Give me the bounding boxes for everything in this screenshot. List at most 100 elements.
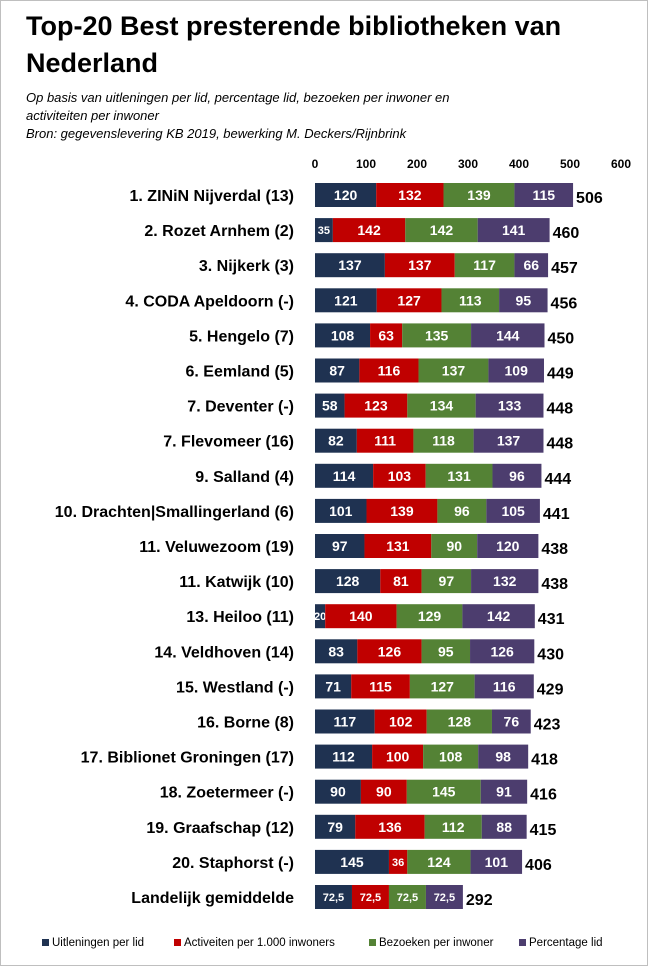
- data-label: 79: [327, 819, 343, 835]
- data-label: 81: [393, 573, 409, 589]
- category-label: 5. Hengelo (7): [189, 328, 294, 345]
- data-label: 126: [490, 643, 514, 659]
- category-label: 17. Biblionet Groningen (17): [81, 750, 294, 767]
- data-label: 128: [448, 714, 472, 730]
- bar-segment: [384, 253, 455, 278]
- bar-segment: [332, 218, 406, 243]
- total-label: 448: [546, 436, 573, 453]
- total-label: 431: [538, 611, 565, 628]
- category-label: 10. Drachten|Smallingerland (6): [55, 504, 294, 521]
- data-label: 72,5: [397, 892, 418, 904]
- data-label: 72,5: [434, 892, 455, 904]
- bar-segment: [424, 814, 482, 839]
- data-label: 140: [349, 608, 373, 624]
- legend-swatch: [42, 939, 49, 946]
- bar-segment: [421, 639, 471, 664]
- data-label: 123: [364, 398, 388, 414]
- bar-segment: [514, 253, 549, 278]
- data-label: 139: [390, 503, 414, 519]
- bar-segment: [480, 779, 528, 804]
- data-label: 118: [432, 433, 455, 449]
- bar-segment: [356, 428, 414, 453]
- data-label: 90: [330, 784, 346, 800]
- category-label: 2. Rozet Arnhem (2): [144, 223, 294, 240]
- data-label: 87: [329, 363, 345, 379]
- bar-segment: [315, 639, 358, 664]
- bar-segment: [315, 428, 357, 453]
- data-label: 144: [496, 327, 520, 343]
- bar-segment: [315, 709, 375, 734]
- bar-segment: [315, 885, 352, 909]
- total-label: 457: [551, 260, 578, 277]
- bar-segment: [407, 849, 471, 874]
- data-label: 114: [333, 468, 356, 484]
- bar-segment: [355, 814, 425, 839]
- bar-segment: [488, 358, 544, 383]
- data-label: 72,5: [360, 892, 381, 904]
- subtitle-line-2: activiteiten per inwoner: [26, 108, 159, 123]
- data-label: 120: [496, 538, 520, 554]
- subtitle-line-1: Op basis van uitleningen per lid, percen…: [26, 90, 450, 105]
- bar-segment: [366, 498, 438, 523]
- bar-segment: [351, 674, 410, 699]
- data-label: 142: [357, 222, 381, 238]
- bar-segment: [477, 534, 539, 558]
- data-label: 121: [334, 292, 358, 308]
- bar-segment: [380, 569, 422, 594]
- bar-segment: [425, 885, 463, 909]
- category-label: 20. Staphorst (-): [172, 855, 294, 872]
- bar-segment: [425, 463, 493, 488]
- total-label: 418: [531, 752, 558, 769]
- bar-segment: [376, 288, 442, 313]
- bar-segment: [315, 849, 389, 874]
- data-label: 76: [504, 714, 520, 730]
- bar-segment: [315, 744, 373, 769]
- total-label: 438: [541, 541, 568, 558]
- data-label: 124: [427, 854, 451, 870]
- data-label: 97: [332, 538, 348, 554]
- bar-segment: [473, 428, 544, 453]
- data-label: 141: [502, 222, 526, 238]
- chart-title: Top-20 Best presterende bibliotheken van…: [26, 11, 562, 78]
- bar-segment: [475, 393, 544, 418]
- bar-segment: [437, 498, 487, 523]
- data-label: 115: [369, 678, 392, 694]
- data-label: 109: [505, 363, 529, 379]
- data-label: 137: [497, 433, 521, 449]
- data-label: 131: [447, 468, 471, 484]
- x-tick-label: 600: [611, 157, 631, 171]
- data-label: 35: [318, 225, 330, 237]
- data-label: 96: [454, 503, 470, 519]
- total-label: 506: [576, 190, 603, 207]
- data-label: 142: [487, 608, 511, 624]
- data-label: 116: [378, 363, 401, 379]
- bar-segment: [315, 534, 365, 558]
- bar-segment: [315, 498, 367, 523]
- bar-segment: [364, 534, 432, 558]
- data-label: 136: [378, 819, 402, 835]
- data-label: 116: [493, 678, 516, 694]
- legend-label: Percentage lid: [529, 937, 603, 949]
- data-label: 137: [338, 257, 362, 273]
- x-tick-label: 200: [407, 157, 427, 171]
- data-label: 36: [392, 857, 404, 869]
- total-label: 423: [534, 717, 561, 734]
- data-label: 132: [493, 573, 517, 589]
- bar-segment: [477, 218, 550, 243]
- bar-segment: [325, 604, 397, 629]
- category-label: 14. Veldhoven (14): [154, 644, 294, 661]
- bar-segment: [373, 463, 426, 488]
- total-label: 448: [546, 401, 573, 418]
- data-label: 97: [439, 573, 455, 589]
- data-label: 137: [408, 257, 432, 273]
- bar-segment: [374, 709, 427, 734]
- total-label: 292: [466, 892, 493, 909]
- data-label: 100: [386, 749, 410, 765]
- data-label: 120: [334, 187, 358, 203]
- data-label: 20: [314, 611, 326, 623]
- bar-segment: [315, 183, 377, 207]
- category-label: 9. Salland (4): [195, 469, 294, 486]
- bar-segment: [315, 253, 385, 278]
- data-label: 112: [442, 819, 465, 835]
- data-label: 102: [389, 714, 413, 730]
